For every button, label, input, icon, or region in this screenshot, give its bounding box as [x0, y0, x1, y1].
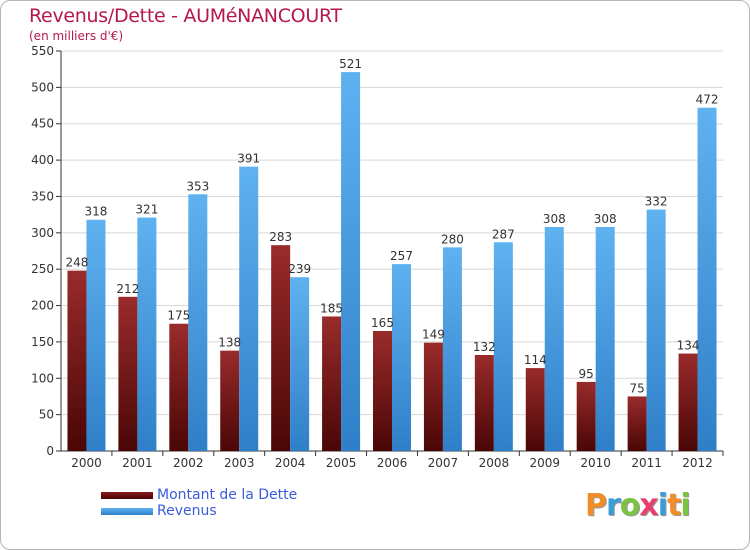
revenue-value-label: 308 — [543, 212, 566, 226]
x-tick-label: 2012 — [682, 456, 713, 470]
debt-bar — [220, 350, 240, 451]
debt-value-label: 283 — [269, 230, 292, 244]
y-tick-label: 500 — [31, 80, 54, 94]
revenue-bar — [544, 227, 564, 451]
debt-value-label: 175 — [167, 309, 190, 323]
logo-letter: i — [657, 488, 668, 523]
revenue-bar — [188, 194, 208, 452]
logo-letter: t — [667, 488, 681, 523]
debt-bar — [373, 331, 392, 451]
debt-bar — [474, 355, 494, 451]
x-tick-label: 2006 — [377, 456, 408, 470]
debt-value-label: 138 — [218, 336, 241, 350]
debt-value-label: 75 — [629, 381, 644, 395]
debt-value-label: 132 — [473, 340, 496, 354]
revenue-bar — [697, 107, 717, 452]
debt-bar — [627, 396, 647, 451]
logo-letter: x — [639, 488, 658, 523]
y-tick-label: 150 — [31, 335, 54, 349]
y-tick-label: 250 — [31, 262, 54, 276]
debt-value-label: 95 — [579, 367, 594, 381]
revenue-bar — [493, 242, 513, 451]
x-tick-label: 2001 — [122, 456, 153, 470]
revenue-value-label: 308 — [594, 212, 617, 226]
revenue-value-label: 239 — [288, 262, 311, 276]
debt-value-label: 114 — [524, 353, 547, 367]
debt-value-label: 165 — [371, 316, 394, 330]
debt-value-label: 134 — [677, 339, 700, 353]
proxiti-logo: Proxiti — [585, 488, 691, 523]
y-tick-label: 50 — [39, 408, 54, 422]
legend-swatch-debt — [101, 492, 153, 499]
logo-letter: i — [680, 488, 690, 523]
chart-title: Revenus/Dette - AUMéNANCOURT — [29, 5, 342, 27]
revenue-bar — [290, 277, 310, 451]
debt-bar — [118, 296, 138, 451]
debt-value-label: 149 — [422, 328, 445, 342]
x-tick-label: 2011 — [631, 456, 662, 470]
x-tick-label: 2004 — [275, 456, 306, 470]
revenue-bar — [646, 209, 666, 451]
revenue-value-label: 257 — [390, 249, 413, 263]
logo-letter: r — [606, 488, 621, 523]
y-tick-label: 350 — [31, 189, 54, 203]
revenue-value-label: 287 — [492, 227, 515, 241]
y-tick-label: 0 — [46, 444, 54, 458]
logo-letter: o — [619, 488, 641, 523]
y-tick-label: 550 — [31, 44, 54, 58]
debt-bar — [423, 342, 443, 451]
revenue-bar — [392, 264, 411, 451]
y-tick-label: 100 — [31, 371, 54, 385]
legend-swatch-revenue — [101, 508, 153, 515]
x-tick-label: 2003 — [224, 456, 255, 470]
revenue-bar — [595, 227, 615, 451]
debt-value-label: 248 — [66, 256, 89, 270]
revenue-value-label: 280 — [441, 232, 464, 246]
revenue-value-label: 472 — [696, 93, 719, 107]
revenue-value-label: 321 — [135, 203, 158, 217]
revenue-bar — [137, 217, 157, 451]
x-tick-label: 2000 — [71, 456, 102, 470]
legend-label-revenue: Revenus — [157, 503, 217, 519]
debt-bar — [169, 323, 189, 451]
debt-bar — [678, 353, 698, 451]
chart-subtitle: (en milliers d'€) — [29, 29, 124, 43]
debt-bar — [271, 245, 291, 451]
x-tick-label: 2005 — [326, 456, 357, 470]
revenue-bar — [442, 247, 462, 451]
debt-bar — [576, 381, 596, 451]
revenue-bar — [239, 166, 259, 452]
y-tick-label: 200 — [31, 299, 54, 313]
debt-value-label: 185 — [320, 301, 343, 315]
x-tick-label: 2009 — [529, 456, 560, 470]
y-tick-label: 450 — [31, 117, 54, 131]
debt-bar — [67, 270, 87, 451]
x-tick-label: 2007 — [428, 456, 459, 470]
revenue-value-label: 318 — [85, 205, 108, 219]
debt-bar — [322, 316, 342, 451]
legend-label-debt: Montant de la Dette — [157, 487, 298, 503]
revenue-bar — [341, 72, 361, 451]
revenue-value-label: 353 — [186, 179, 209, 193]
revenue-bar — [86, 219, 106, 451]
x-tick-label: 2008 — [479, 456, 510, 470]
revenue-value-label: 332 — [645, 195, 668, 209]
revenue-value-label: 391 — [237, 152, 260, 166]
logo-letter: P — [585, 488, 607, 523]
x-tick-label: 2002 — [173, 456, 204, 470]
debt-value-label: 212 — [116, 282, 139, 296]
revenue-value-label: 521 — [339, 57, 362, 71]
debt-bar — [525, 368, 545, 451]
y-tick-label: 300 — [31, 226, 54, 240]
y-tick-label: 400 — [31, 153, 54, 167]
x-tick-label: 2010 — [580, 456, 611, 470]
